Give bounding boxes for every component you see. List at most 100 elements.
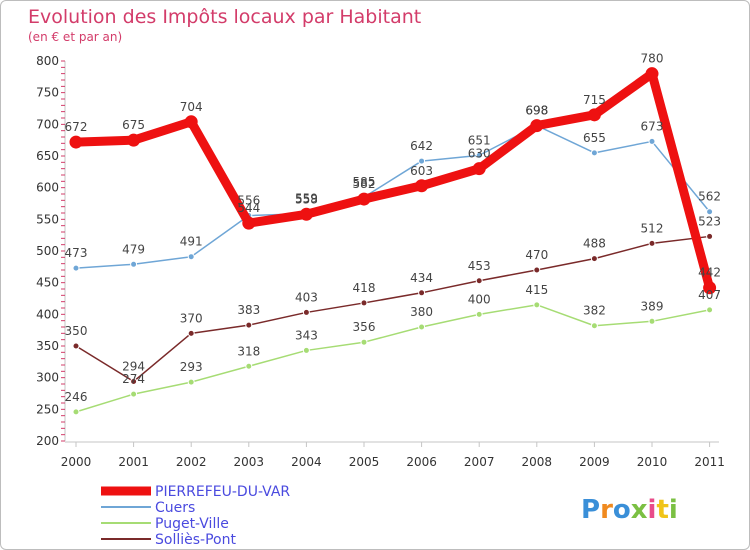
y-tick-label: 650 bbox=[36, 149, 59, 163]
data-point bbox=[130, 390, 138, 398]
y-tick-label: 200 bbox=[36, 434, 59, 448]
series-line bbox=[71, 69, 715, 293]
data-label: 246 bbox=[65, 390, 88, 404]
data-point bbox=[242, 216, 256, 230]
data-point bbox=[69, 135, 83, 149]
data-point bbox=[245, 362, 253, 370]
data-label: 655 bbox=[583, 131, 606, 145]
data-point bbox=[590, 149, 598, 157]
data-label: 418 bbox=[353, 281, 376, 295]
proxiti-logo: Proxiti bbox=[581, 495, 678, 525]
x-tick-label: 2002 bbox=[176, 455, 207, 469]
data-point bbox=[299, 207, 313, 221]
data-label: 407 bbox=[698, 288, 721, 302]
x-tick-label: 2003 bbox=[234, 455, 265, 469]
data-point bbox=[645, 67, 659, 81]
data-label: 294 bbox=[122, 359, 145, 373]
data-point bbox=[533, 301, 541, 309]
data-point bbox=[648, 239, 656, 247]
data-label: 442 bbox=[698, 266, 721, 280]
data-label: 479 bbox=[122, 242, 145, 256]
x-tick-label: 2000 bbox=[61, 455, 92, 469]
y-tick-label: 500 bbox=[36, 244, 59, 258]
x-tick-label: 2011 bbox=[694, 455, 725, 469]
data-point bbox=[302, 308, 310, 316]
data-label: 473 bbox=[65, 246, 88, 260]
data-point bbox=[302, 346, 310, 354]
data-label: 780 bbox=[641, 52, 664, 66]
data-label: 350 bbox=[65, 324, 88, 338]
data-label: 389 bbox=[641, 299, 664, 313]
legend-label: Solliès-Pont bbox=[155, 532, 236, 548]
data-label: 698 bbox=[525, 104, 548, 118]
data-label: 556 bbox=[237, 194, 260, 208]
legend-label: PIERREFEU-DU-VAR bbox=[155, 484, 290, 500]
data-point bbox=[590, 255, 598, 263]
y-tick-label: 800 bbox=[36, 54, 59, 68]
data-point bbox=[706, 232, 714, 240]
data-label: 651 bbox=[468, 133, 491, 147]
data-label: 415 bbox=[525, 283, 548, 297]
data-label: 585 bbox=[353, 175, 376, 189]
data-point bbox=[418, 289, 426, 297]
data-label: 672 bbox=[65, 120, 88, 134]
data-label: 491 bbox=[180, 235, 203, 249]
data-label: 675 bbox=[122, 118, 145, 132]
data-label: 370 bbox=[180, 311, 203, 325]
data-label: 434 bbox=[410, 271, 433, 285]
data-point bbox=[648, 317, 656, 325]
data-point bbox=[360, 299, 368, 307]
data-point bbox=[703, 281, 717, 295]
data-label: 698 bbox=[525, 104, 548, 118]
data-point bbox=[472, 162, 486, 176]
legend: PIERREFEU-DU-VARCuersPuget-VilleSolliès-… bbox=[101, 484, 290, 548]
data-label: 559 bbox=[295, 192, 318, 206]
y-tick-label: 350 bbox=[36, 339, 59, 353]
y-tick-label: 250 bbox=[36, 402, 59, 416]
data-label: 356 bbox=[353, 320, 376, 334]
data-label: 642 bbox=[410, 139, 433, 153]
data-label: 318 bbox=[237, 344, 260, 358]
data-label: 380 bbox=[410, 305, 433, 319]
data-label: 603 bbox=[410, 164, 433, 178]
data-point bbox=[587, 108, 601, 122]
data-point bbox=[245, 321, 253, 329]
data-label: 293 bbox=[180, 360, 203, 374]
data-label: 343 bbox=[295, 328, 318, 342]
data-point bbox=[127, 133, 141, 147]
series-line bbox=[75, 124, 711, 269]
data-point bbox=[418, 157, 426, 165]
data-label: 582 bbox=[353, 177, 376, 191]
data-point bbox=[415, 179, 429, 193]
data-point bbox=[187, 378, 195, 386]
x-tick-label: 2007 bbox=[464, 455, 495, 469]
data-label: 470 bbox=[525, 248, 548, 262]
data-label: 523 bbox=[698, 214, 721, 228]
data-label: 274 bbox=[122, 372, 145, 386]
chart-subtitle: (en € et par an) bbox=[28, 30, 122, 44]
data-point bbox=[648, 137, 656, 145]
data-point bbox=[130, 377, 138, 385]
x-tick-label: 2001 bbox=[118, 455, 149, 469]
series-line bbox=[75, 235, 711, 383]
data-point bbox=[72, 408, 80, 416]
x-tick-label: 2008 bbox=[522, 455, 553, 469]
data-point bbox=[590, 322, 598, 330]
legend-label: Puget-Ville bbox=[155, 516, 229, 532]
x-tick-label: 2009 bbox=[579, 455, 610, 469]
x-tick-label: 2004 bbox=[291, 455, 322, 469]
y-tick-label: 300 bbox=[36, 371, 59, 385]
data-label: 630 bbox=[468, 147, 491, 161]
data-point bbox=[706, 208, 714, 216]
data-label: 453 bbox=[468, 259, 491, 273]
axis-ticks: 200 250 300 350 400 450 500 550 600 650 700 750 800 2… bbox=[36, 54, 725, 469]
data-labels: 350 294 370 383 403 418 434 453 470 488 512 523 246 2… bbox=[65, 52, 722, 404]
data-point bbox=[184, 115, 198, 129]
data-point bbox=[475, 151, 483, 159]
data-point bbox=[533, 266, 541, 274]
data-point bbox=[418, 323, 426, 331]
x-tick-label: 2005 bbox=[349, 455, 380, 469]
data-label: 403 bbox=[295, 290, 318, 304]
